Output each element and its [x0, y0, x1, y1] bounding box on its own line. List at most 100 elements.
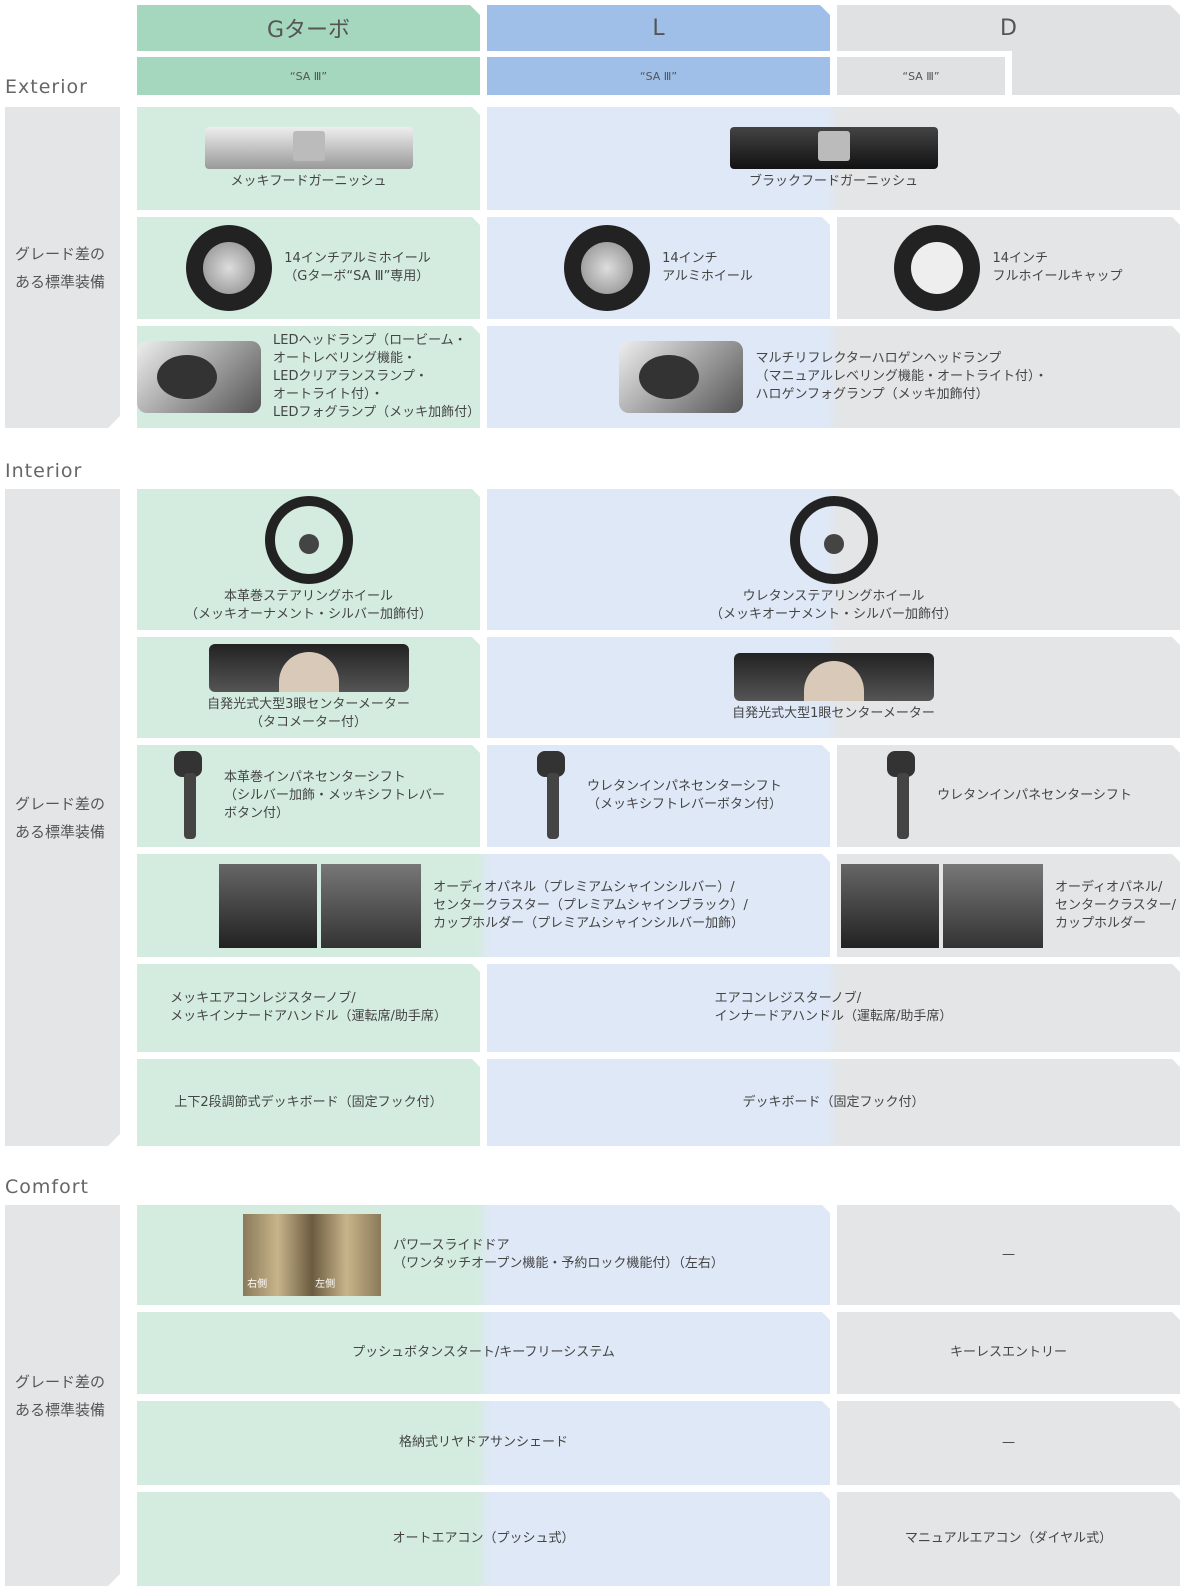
cell-text: オーディオパネル/ センタークラスター/ カップホルダー — [1054, 879, 1177, 931]
image-label: 右側 — [247, 1279, 268, 1290]
product-image — [535, 751, 575, 841]
table-cell: ブラックフードガーニッシュ — [487, 107, 1180, 210]
cell-text: メッキエアコンレジスターノブ/ メッキインナードアハンドル（運転席/助手席） — [170, 991, 447, 1024]
product-image — [841, 864, 1043, 948]
cell-text: デッキボード（固定フック付） — [742, 1094, 925, 1110]
table-cell: キーレスエントリー — [837, 1312, 1180, 1394]
table-cell: 本革巻インパネセンターシフト （シルバー加飾・メッキシフトレバー ボタン付） — [137, 745, 480, 847]
image-part — [804, 661, 864, 701]
grade-sub: “SA Ⅲ” — [137, 57, 480, 95]
image-part — [824, 534, 844, 554]
cell-text: 本革巻ステアリングホイール （メッキオーナメント・シルバー加飾付） — [184, 588, 432, 622]
cell-text: ウレタンステアリングホイール （メッキオーナメント・シルバー加飾付） — [709, 588, 957, 622]
table-cell: エアコンレジスターノブ/ インナードアハンドル（運転席/助手席） — [487, 964, 1180, 1052]
table-cell: 14インチ アルミホイール — [487, 217, 830, 319]
table-cell: メッキエアコンレジスターノブ/ メッキインナードアハンドル（運転席/助手席） — [137, 964, 480, 1052]
product-image — [219, 864, 421, 948]
cell-text: 14インチアルミホイール （Gターボ“SA Ⅲ”専用） — [284, 251, 431, 284]
image-part — [537, 751, 565, 777]
image-part — [943, 864, 1043, 948]
product-image — [564, 225, 650, 311]
cell-text: マルチリフレクターハロゲンヘッドランプ （マニュアルレベリング機能・オートライト… — [755, 351, 1048, 402]
table-cell: 上下2段調節式デッキボード（固定フック付） — [137, 1059, 480, 1146]
cell-text: 自発光式大型1眼センターメーター — [732, 705, 935, 721]
image-label: 左側 — [315, 1279, 336, 1290]
cell-text: オートエアコン（プッシュ式） — [392, 1531, 575, 1546]
cell-text: ウレタンインパネセンターシフト （メッキシフトレバーボタン付） — [586, 779, 782, 812]
table-cell: マルチリフレクターハロゲンヘッドランプ （マニュアルレベリング機能・オートライト… — [487, 326, 1180, 428]
cell-text: メッキフードガーニッシュ — [230, 173, 387, 189]
product-image — [619, 341, 743, 413]
image-part — [911, 242, 963, 294]
cell-text: マニュアルエアコン（ダイヤル式） — [904, 1531, 1113, 1546]
product-image — [137, 341, 261, 413]
table-cell: 本革巻ステアリングホイール （メッキオーナメント・シルバー加飾付） — [137, 489, 480, 630]
table-cell: ウレタンインパネセンターシフト （メッキシフトレバーボタン付） — [487, 745, 830, 847]
table-cell: メッキフードガーニッシュ — [137, 107, 480, 210]
table-cell: オーディオパネル/ センタークラスター/ カップホルダー — [837, 854, 1180, 957]
cell-text: ウレタンインパネセンターシフト — [937, 788, 1132, 803]
image-part — [174, 751, 202, 777]
cell-text: 本革巻インパネセンターシフト （シルバー加飾・メッキシフトレバー ボタン付） — [223, 770, 445, 821]
table-cell: ウレタンインパネセンターシフト — [837, 745, 1180, 847]
side-label: グレード差の ある標準装備 — [5, 1205, 120, 1586]
image-part — [887, 751, 915, 777]
side-label: グレード差の ある標準装備 — [5, 489, 120, 1146]
image-part — [219, 864, 317, 948]
table-cell: 14インチ フルホイールキャップ — [837, 217, 1180, 319]
grade-tab: D — [837, 5, 1180, 51]
cell-text: プッシュボタンスタート/キーフリーシステム — [352, 1345, 615, 1360]
grade-tab: Gターボ — [137, 5, 480, 51]
side-label: グレード差の ある標準装備 — [5, 107, 120, 428]
grade-sub: “SA Ⅲ” — [837, 57, 1005, 95]
image-part — [547, 773, 559, 839]
product-image — [894, 225, 980, 311]
cell-text: ブラックフードガーニッシュ — [748, 173, 918, 189]
table-cell: — — [837, 1401, 1180, 1485]
product-image — [734, 653, 934, 701]
product-image — [265, 496, 353, 584]
section-title: Interior — [5, 460, 83, 482]
table-cell: プッシュボタンスタート/キーフリーシステム — [137, 1312, 830, 1394]
image-part — [299, 534, 319, 554]
product-image — [205, 127, 413, 169]
product-image — [885, 751, 925, 841]
cell-text: エアコンレジスターノブ/ インナードアハンドル（運転席/助手席） — [714, 991, 953, 1024]
table-cell: マニュアルエアコン（ダイヤル式） — [837, 1492, 1180, 1586]
cell-text: 14インチ アルミホイール — [662, 251, 753, 284]
image-part — [203, 242, 255, 294]
grade-sub: “SA Ⅲ” — [487, 57, 830, 95]
table-cell: オーディオパネル（プレミアムシャインシルバー）/ センタークラスター（プレミアム… — [137, 854, 830, 957]
image-part — [157, 355, 217, 399]
grade-tab: L — [487, 5, 830, 51]
product-image — [209, 644, 409, 692]
cell-text: — — [1002, 1247, 1015, 1262]
cell-text: 上下2段調節式デッキボード（固定フック付） — [174, 1094, 443, 1110]
image-part — [639, 355, 699, 399]
table-cell: 右側 左側 パワースライドドア （ワンタッチオープン機能・予約ロック機能付）（左右） — [137, 1205, 830, 1305]
table-cell: 自発光式大型3眼センターメーター （タコメーター付） — [137, 637, 480, 738]
product-image: 右側 左側 — [243, 1214, 381, 1296]
image-part — [293, 131, 325, 161]
cell-text: 14インチ フルホイールキャップ — [992, 251, 1123, 284]
product-image — [730, 127, 938, 169]
cell-text: — — [1002, 1435, 1015, 1450]
image-part — [184, 773, 196, 839]
section-title: Exterior — [5, 76, 88, 98]
product-image — [186, 225, 272, 311]
grade-tab-ext — [1012, 51, 1180, 95]
cell-text: 自発光式大型3眼センターメーター （タコメーター付） — [207, 696, 410, 730]
table-cell: 格納式リヤドアサンシェード — [137, 1401, 830, 1485]
image-part — [321, 864, 421, 948]
section-title: Comfort — [5, 1176, 89, 1198]
table-cell: デッキボード（固定フック付） — [487, 1059, 1180, 1146]
product-image — [172, 751, 212, 841]
cell-text: オーディオパネル（プレミアムシャインシルバー）/ センタークラスター（プレミアム… — [433, 879, 748, 931]
image-part — [818, 131, 850, 161]
table-cell: 自発光式大型1眼センターメーター — [487, 637, 1180, 738]
table-cell: 14インチアルミホイール （Gターボ“SA Ⅲ”専用） — [137, 217, 480, 319]
table-cell: — — [837, 1205, 1180, 1305]
image-part — [897, 773, 909, 839]
cell-text: パワースライドドア （ワンタッチオープン機能・予約ロック機能付）（左右） — [393, 1238, 724, 1271]
